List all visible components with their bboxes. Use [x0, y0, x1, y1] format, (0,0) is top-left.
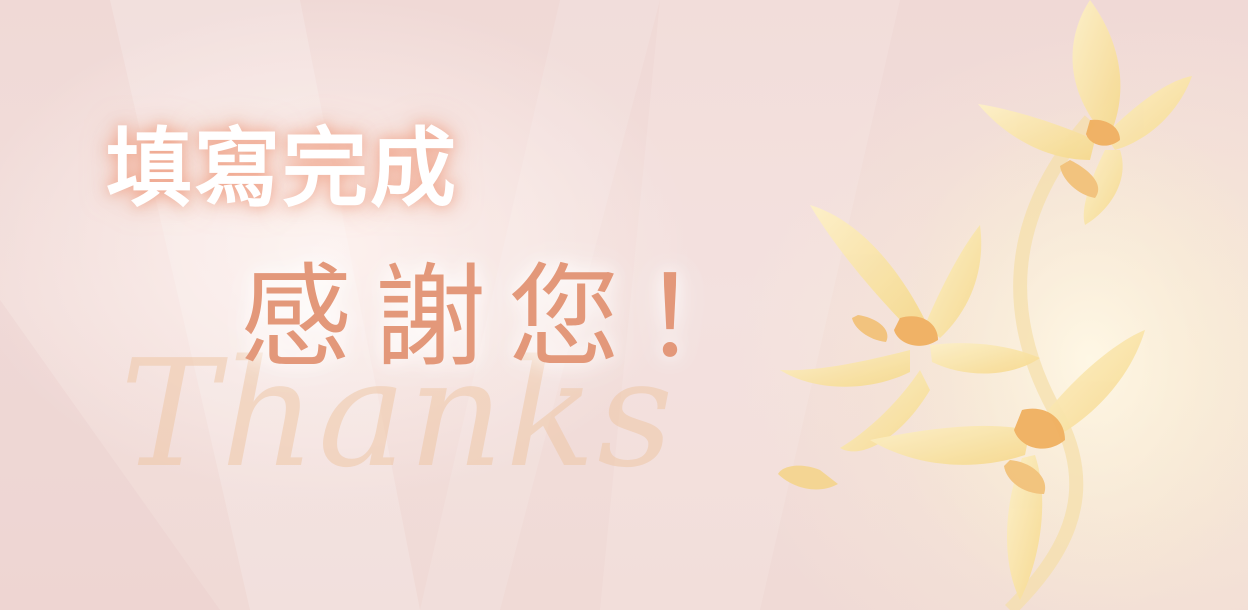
orchid-flower-icon [778, 0, 1248, 610]
thanks-script-text: Thanks [120, 328, 676, 500]
thank-you-message: 感謝您！ [240, 253, 776, 383]
page-title: 填寫完成 [106, 118, 458, 219]
